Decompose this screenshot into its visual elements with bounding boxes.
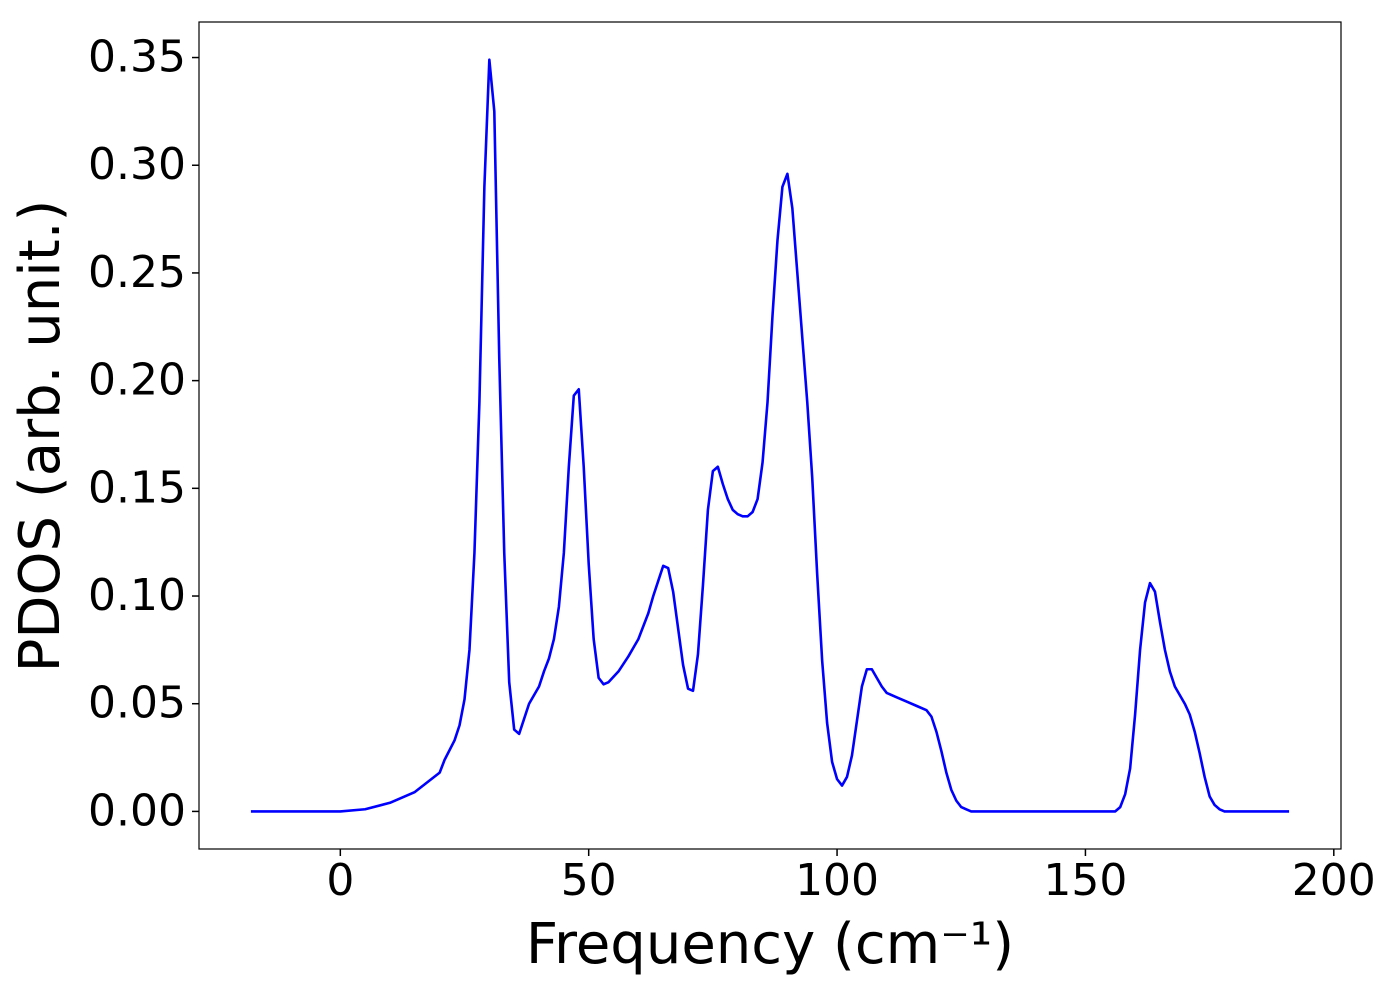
y-tick-label: 0.00 (88, 785, 186, 836)
y-tick-label: 0.25 (88, 247, 186, 298)
y-tick-label: 0.05 (88, 678, 186, 729)
x-tick-label: 200 (1292, 855, 1376, 906)
x-axis-label: Frequency (cm⁻¹) (526, 912, 1014, 977)
x-tick-label: 50 (561, 855, 617, 906)
y-tick-label: 0.35 (88, 32, 186, 83)
x-tick-label: 100 (795, 855, 879, 906)
y-tick-label: 0.10 (88, 570, 186, 621)
x-tick-label: 0 (326, 855, 354, 906)
y-tick-label: 0.20 (88, 355, 186, 406)
x-tick-label: 150 (1043, 855, 1127, 906)
plot-frame (198, 21, 1342, 850)
y-tick-label: 0.15 (88, 462, 186, 513)
y-axis-label: PDOS (arb. unit.) (8, 200, 73, 673)
data-line (250, 58, 1290, 813)
y-tick-label: 0.30 (88, 139, 186, 190)
